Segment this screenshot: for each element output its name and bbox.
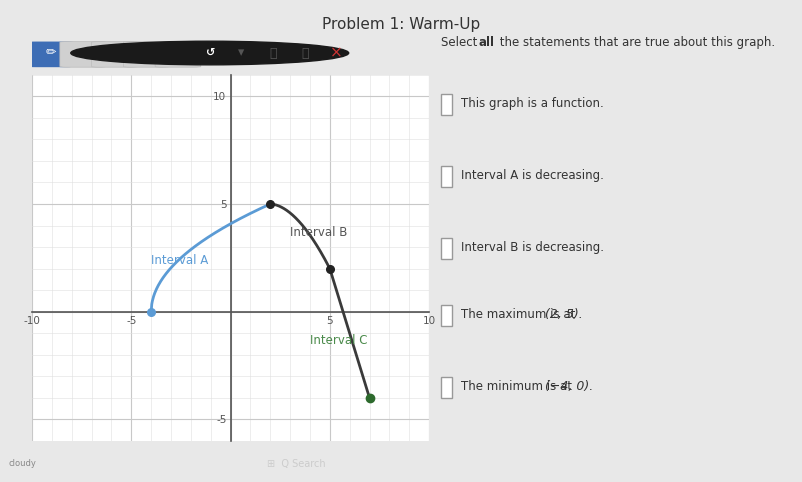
FancyBboxPatch shape — [440, 377, 452, 398]
Text: ✏: ✏ — [46, 47, 56, 59]
FancyBboxPatch shape — [440, 238, 452, 259]
Text: cloudy: cloudy — [8, 459, 36, 469]
Text: all: all — [478, 36, 494, 49]
Text: Interval C: Interval C — [310, 334, 367, 347]
Text: ↺: ↺ — [205, 48, 214, 58]
Text: Interval B: Interval B — [290, 227, 347, 240]
Text: ⊞  Q Search: ⊞ Q Search — [267, 459, 326, 469]
Text: This graph is a function.: This graph is a function. — [461, 97, 604, 110]
Text: Interval A is decreasing.: Interval A is decreasing. — [461, 169, 604, 182]
Text: Interval A: Interval A — [152, 254, 209, 268]
Text: ▾: ▾ — [238, 47, 245, 59]
Text: Tr: Tr — [110, 48, 119, 58]
Text: Select: Select — [440, 36, 480, 49]
Circle shape — [71, 41, 349, 65]
FancyBboxPatch shape — [91, 41, 137, 67]
Text: The minimum is at: The minimum is at — [461, 380, 576, 393]
FancyBboxPatch shape — [440, 94, 452, 115]
Text: Interval B is decreasing.: Interval B is decreasing. — [461, 241, 605, 254]
FancyBboxPatch shape — [440, 305, 452, 326]
Text: ⟲: ⟲ — [173, 48, 183, 58]
Text: (2, 5).: (2, 5). — [545, 308, 582, 321]
Text: Problem 1: Warm-Up: Problem 1: Warm-Up — [322, 17, 480, 32]
Text: /: / — [81, 48, 84, 58]
FancyBboxPatch shape — [155, 41, 200, 67]
Text: ⌢: ⌢ — [269, 47, 277, 59]
Text: ⌣: ⌣ — [302, 47, 309, 59]
FancyBboxPatch shape — [440, 166, 452, 187]
FancyBboxPatch shape — [124, 41, 169, 67]
Text: V≡: V≡ — [138, 48, 155, 58]
Text: (−4, 0).: (−4, 0). — [545, 380, 593, 393]
Text: The maximum is at: The maximum is at — [461, 308, 580, 321]
Text: ×: × — [330, 45, 343, 61]
FancyBboxPatch shape — [28, 41, 74, 67]
FancyBboxPatch shape — [60, 41, 106, 67]
Text: the statements that are true about this graph.: the statements that are true about this … — [496, 36, 775, 49]
